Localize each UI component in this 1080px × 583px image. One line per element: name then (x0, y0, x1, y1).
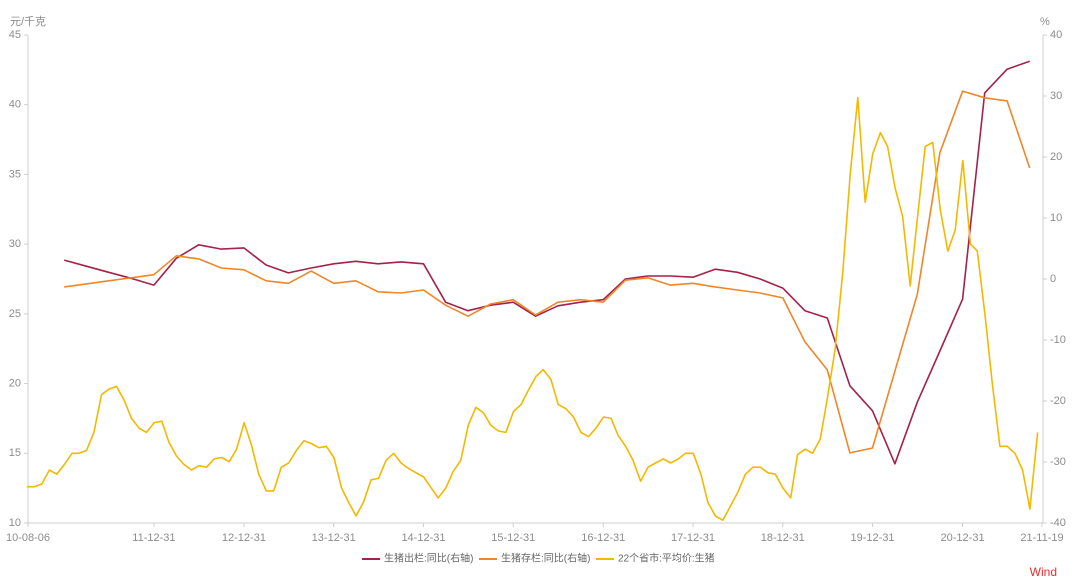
series-line (26, 96, 1039, 521)
legend-label: 22个省市:平均价:生猪 (618, 552, 715, 565)
x-tick-label: 11-12-31 (132, 532, 175, 544)
source: Wind (1030, 565, 1057, 579)
x-tick-label: 14-12-31 (401, 532, 445, 544)
y2-tick-label: -20 (1050, 395, 1066, 407)
x-tick-label: 12-12-31 (222, 532, 266, 544)
x-tick-label: 15-12-31 (491, 532, 535, 544)
y-tick-label: 25 (9, 308, 21, 320)
x-tick-label: 17-12-31 (671, 532, 715, 544)
y-tick-label: 45 (9, 29, 21, 41)
x-tick-label: 18-12-31 (761, 532, 805, 544)
series-line (63, 60, 1030, 465)
y2-tick-label: -10 (1050, 334, 1066, 346)
y-tick-label: 20 (9, 377, 21, 389)
y-axis-label: 元/千克 (10, 15, 46, 28)
y2-tick-label: -30 (1050, 456, 1066, 468)
y2-tick-label: 0 (1050, 273, 1056, 285)
y2-axis-label: % (1040, 16, 1050, 28)
y2-tick-label: 40 (1050, 29, 1062, 41)
x-tick-label: 16-12-31 (581, 532, 625, 544)
x-tick-label: 19-12-31 (851, 532, 895, 544)
x-tick-label: 21-11-19 (1020, 532, 1063, 544)
y-tick-label: 15 (9, 447, 21, 459)
y-tick-label: 10 (9, 517, 21, 529)
y2-tick-label: 10 (1050, 212, 1062, 224)
y-tick-label: 40 (9, 99, 21, 111)
legend-label: 生猪出栏:同比(右轴) (384, 552, 473, 565)
x-tick-label: 13-12-31 (312, 532, 356, 544)
y-tick-label: 30 (9, 238, 21, 250)
series-line (64, 90, 1031, 454)
y2-tick-label: 20 (1050, 151, 1062, 163)
y-tick-label: 35 (9, 168, 21, 180)
x-tick-label: 20-12-31 (941, 532, 985, 544)
y2-tick-label: 30 (1050, 90, 1062, 102)
y2-tick-label: -40 (1050, 517, 1066, 529)
legend-label: 生猪存栏:同比(右轴) (501, 552, 590, 565)
x-tick-label: 10-08-06 (6, 532, 50, 544)
